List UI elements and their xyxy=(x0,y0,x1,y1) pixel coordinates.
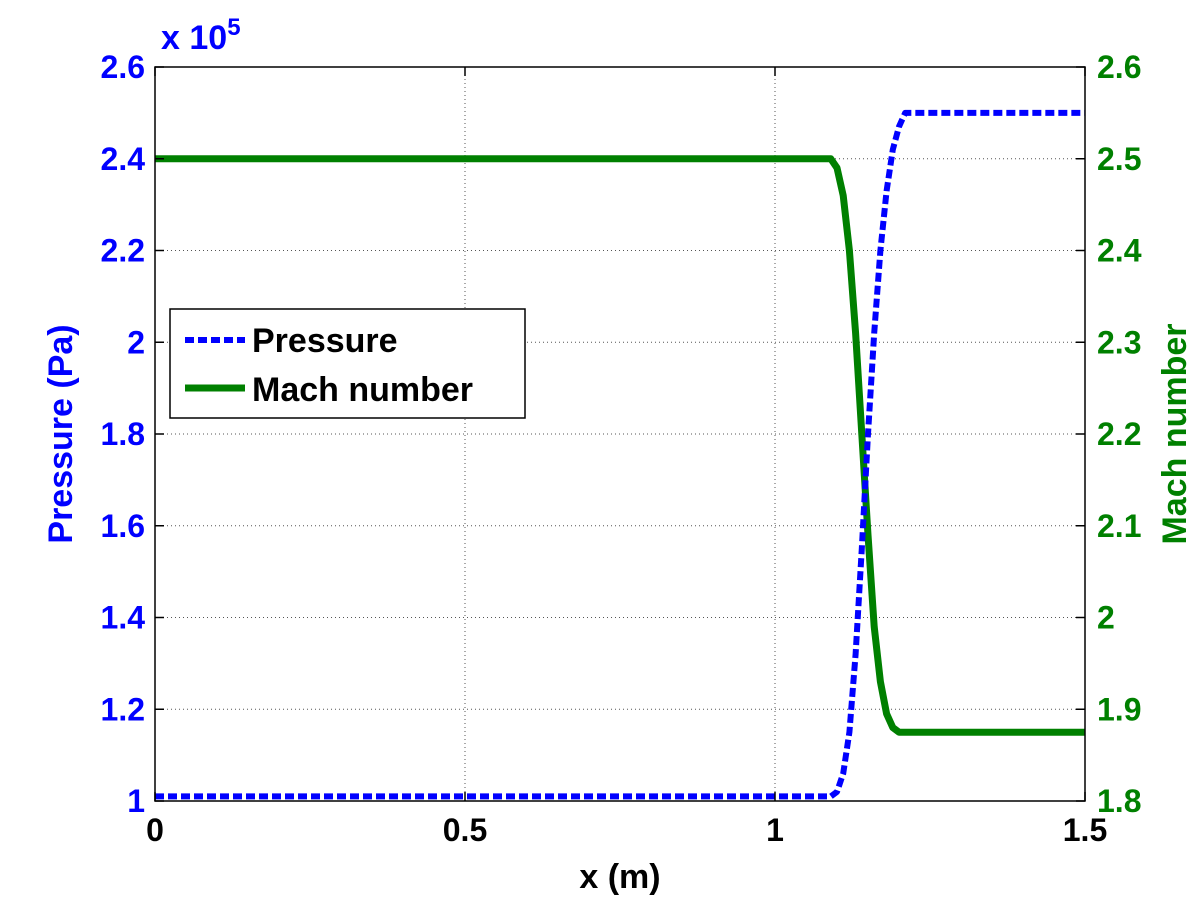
left-y-axis-title: Pressure (Pa) xyxy=(42,324,80,543)
y-left-tick-label: 1.2 xyxy=(101,691,145,727)
y-right-tick-label: 1.8 xyxy=(1097,783,1141,819)
y-left-tick-label: 1.4 xyxy=(101,600,146,636)
x-tick-label: 1 xyxy=(766,812,784,848)
x-tick-label: 0.5 xyxy=(443,812,487,848)
exponent-base: x 10 xyxy=(161,19,227,57)
y-right-tick-label: 2.2 xyxy=(1097,416,1141,452)
y-right-tick-label: 2 xyxy=(1097,600,1115,636)
y-right-tick-label: 2.3 xyxy=(1097,324,1141,360)
axes: 0 0.5 1 1.5 1 1.2 1.4 1.6 1.8 2 2.2 2.4 2.6 1.8 1.9 2 2.… xyxy=(101,49,1142,848)
y-right-tick-label: 1.9 xyxy=(1097,691,1141,727)
y-left-tick-label: 1 xyxy=(127,783,145,819)
exponent-power: 5 xyxy=(227,14,240,41)
x-axis-title: x (m) xyxy=(579,858,660,896)
y-left-tick-label: 2 xyxy=(127,324,145,360)
legend: Pressure Mach number xyxy=(169,308,526,419)
mach-number-line xyxy=(155,155,1085,736)
y-left-tick-label: 2.2 xyxy=(101,233,145,269)
legend-box xyxy=(169,308,526,419)
series-lines xyxy=(155,109,1085,800)
y-left-tick-label: 1.6 xyxy=(101,508,145,544)
y-right-tick-label: 2.4 xyxy=(1097,233,1142,269)
legend-label-pressure: Pressure xyxy=(252,322,398,360)
x-tick-label: 0 xyxy=(146,812,164,848)
x-tick-label: 1.5 xyxy=(1063,812,1107,848)
pressure-line xyxy=(155,109,1085,800)
left-axis-exponent-label: x 105 xyxy=(161,14,241,57)
y-right-tick-label: 2.5 xyxy=(1097,141,1141,177)
right-y-axis-title: Mach number xyxy=(1156,323,1194,544)
legend-label-mach: Mach number xyxy=(252,371,473,409)
y-right-tick-label: 2.1 xyxy=(1097,508,1141,544)
y-left-tick-label: 2.4 xyxy=(101,141,146,177)
grid xyxy=(155,67,1085,801)
y-left-tick-label: 1.8 xyxy=(101,416,145,452)
y-right-tick-label: 2.6 xyxy=(1097,49,1141,85)
y-left-tick-label: 2.6 xyxy=(101,49,145,85)
